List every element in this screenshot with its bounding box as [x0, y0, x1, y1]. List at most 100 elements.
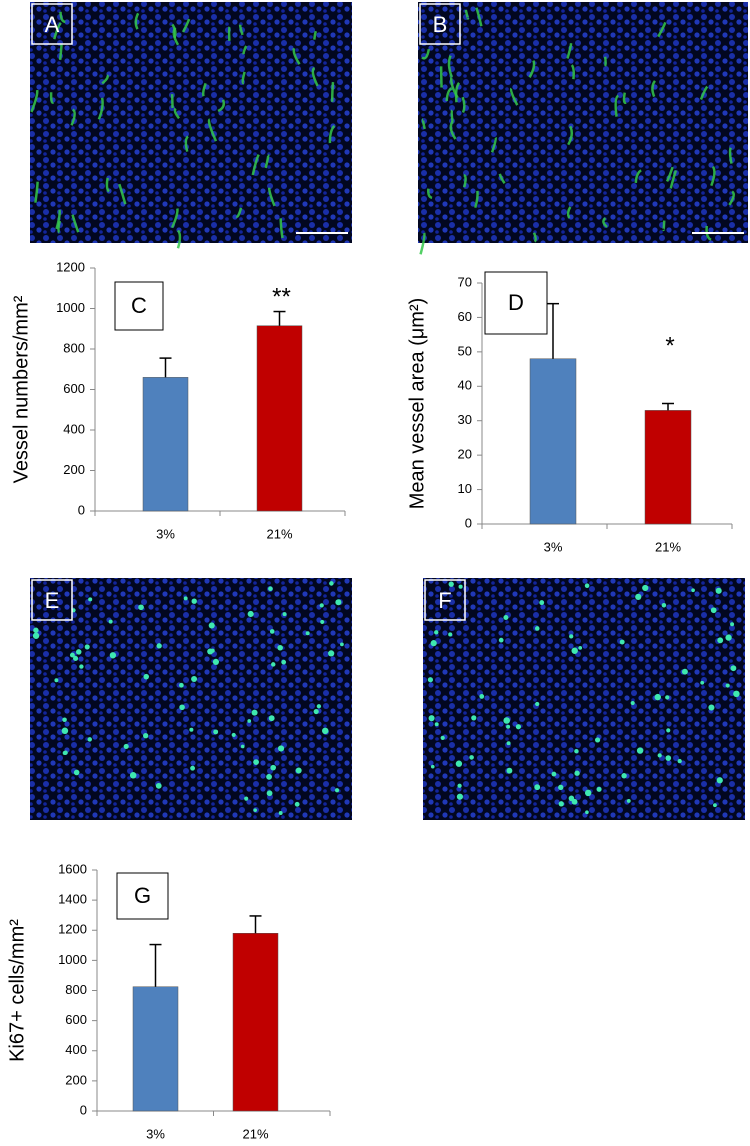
- ki67-stain: [434, 630, 439, 635]
- vessel-stain: [651, 80, 656, 98]
- error-bar: [273, 310, 286, 326]
- ki67-stain: [630, 700, 635, 706]
- ki67-stain: [665, 755, 672, 761]
- x-tick-label: 21%: [242, 1126, 268, 1141]
- ki67-stain: [578, 646, 583, 650]
- vessel-stain: [447, 55, 453, 78]
- y-tick-label: 0: [78, 502, 85, 517]
- ki67-stain: [33, 627, 39, 633]
- y-tick-label: 60: [458, 309, 472, 324]
- ki67-stain: [253, 808, 257, 812]
- vessel-stain: [70, 108, 76, 126]
- x-tick-label: 3%: [146, 1126, 165, 1141]
- ki67-stain: [515, 724, 522, 730]
- vessel-stain: [328, 124, 336, 144]
- vessel-stain: [665, 166, 674, 182]
- ki67-stain: [440, 735, 445, 741]
- vessel-stain: [566, 43, 573, 59]
- micrograph: [423, 578, 745, 820]
- ki67-stain: [266, 773, 272, 780]
- vessel-stain: [313, 30, 318, 40]
- panel-label: G: [134, 883, 151, 908]
- y-tick-label: 400: [65, 1042, 87, 1057]
- ki67-stain: [282, 612, 287, 617]
- vessel-stain: [97, 97, 104, 120]
- ki67-stain: [69, 652, 75, 658]
- vessel-stain: [728, 190, 735, 206]
- vessel-stain: [657, 22, 667, 38]
- error-bar: [149, 943, 162, 987]
- x-tick-label: 21%: [266, 526, 292, 541]
- ki67-stain: [666, 728, 671, 733]
- vessel-stain: [170, 208, 179, 229]
- vessel-stain: [710, 165, 716, 187]
- ki67-stain: [430, 640, 437, 647]
- panel-label: C: [131, 293, 147, 318]
- ki67-stain: [457, 783, 462, 788]
- ki67-stain: [63, 750, 68, 755]
- y-tick-label: 200: [65, 1072, 87, 1087]
- ki67-stain: [334, 788, 340, 793]
- x-tick-label: 21%: [655, 539, 681, 554]
- vessel-stain: [490, 136, 497, 153]
- vessel-stain: [528, 60, 536, 78]
- panel-label-box: [116, 872, 169, 920]
- vessel-stain: [171, 23, 177, 39]
- ki67-stain: [251, 709, 258, 716]
- ki67-stain: [585, 810, 589, 815]
- ki67-stain: [271, 662, 276, 667]
- vessel-stain: [427, 188, 433, 200]
- vessel-stain: [662, 220, 666, 232]
- y-tick-label: 50: [458, 343, 472, 358]
- ki67-stain: [208, 622, 215, 629]
- ki67-stain: [247, 610, 254, 618]
- ki67-stain: [574, 749, 579, 754]
- ki67-stain: [54, 678, 59, 683]
- ki67-stain: [277, 745, 285, 752]
- vessel-stain: [475, 7, 483, 27]
- ki67-stain: [191, 598, 197, 604]
- vessel-stain: [570, 64, 575, 80]
- vessel-stain: [217, 99, 226, 113]
- ki67-stain: [733, 690, 740, 698]
- ki67-stain: [329, 581, 334, 586]
- ki67-stain: [574, 770, 580, 776]
- y-axis-label: Ki67+ cells/mm²: [6, 919, 28, 1062]
- vessel-stain: [634, 169, 642, 184]
- vessel-stain: [59, 11, 66, 24]
- ki67-stain: [594, 737, 601, 743]
- y-tick-label: 200: [63, 462, 85, 477]
- ki67-stain: [321, 727, 329, 735]
- y-tick-label: 0: [465, 515, 472, 530]
- ki67-stain: [642, 584, 649, 592]
- panel-label-box: [114, 281, 164, 331]
- ki67-stain: [636, 747, 644, 754]
- vessel-stain: [311, 66, 319, 87]
- ki67-stain: [715, 587, 722, 594]
- vessel-stain: [699, 85, 709, 100]
- error-bar: [249, 915, 262, 934]
- ki67-stain: [448, 581, 454, 587]
- ki67-stain: [156, 643, 162, 649]
- ki67-stain: [210, 648, 215, 653]
- vessel-stain: [292, 47, 301, 65]
- ki67-stain: [268, 586, 273, 592]
- y-tick-label: 600: [65, 1012, 87, 1027]
- ki67-stain: [305, 631, 310, 636]
- ki67-stain: [458, 584, 463, 589]
- panel-label-box: [419, 3, 461, 45]
- ki67-stain: [534, 784, 541, 791]
- ki67-stain: [677, 758, 682, 764]
- ki67-stain: [661, 602, 667, 608]
- ki67-stain: [558, 784, 564, 791]
- vessel-stain: [238, 24, 244, 36]
- y-tick-label: 1200: [56, 259, 85, 274]
- ki67-stain: [717, 637, 724, 644]
- vessel-stain: [242, 45, 248, 55]
- vessel-stain: [705, 225, 712, 241]
- ki67-stain: [479, 693, 485, 699]
- vessel-stain: [602, 217, 608, 228]
- ki67-stain: [213, 729, 219, 735]
- vessel-stain: [464, 9, 470, 20]
- y-tick-label: 70: [458, 274, 472, 289]
